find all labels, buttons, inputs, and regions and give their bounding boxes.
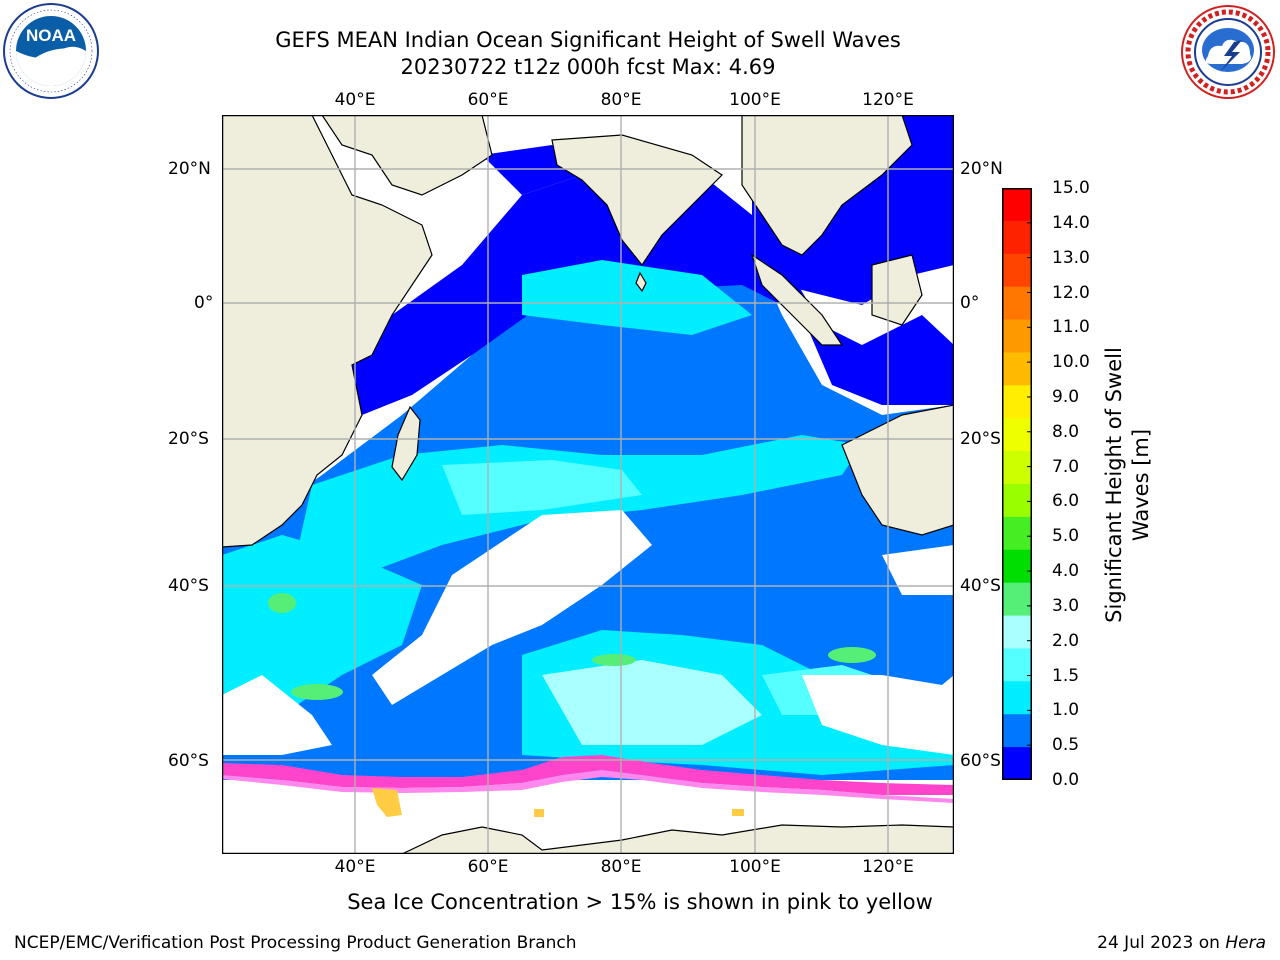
lon-tick-bottom-120e: 120°E xyxy=(862,857,914,877)
land-madagascar xyxy=(391,405,421,482)
map-gridlines xyxy=(222,115,954,854)
land-australia xyxy=(841,404,954,536)
colorbar-tick-label: 8.0 xyxy=(1052,421,1080,442)
footer-date: 24 Jul 2023 on Hera xyxy=(1097,933,1266,953)
colorbar-tick-label: 15.0 xyxy=(1052,178,1090,198)
lat-tick-left-60s: 60°S xyxy=(168,751,209,771)
colorbar-tick-label: 5.0 xyxy=(1052,526,1080,547)
colorbar-swatch xyxy=(1002,188,1032,222)
sea-ice-yellow-spot-1 xyxy=(534,809,544,817)
lon-tick-top-60e: 60°E xyxy=(467,90,509,110)
lon-tick-bottom-60e: 60°E xyxy=(467,857,509,877)
colorbar-swatch xyxy=(1002,385,1032,419)
colorbar-tick-label: 14.0 xyxy=(1052,212,1090,233)
lon-tick-bottom-100e: 100°E xyxy=(729,857,781,877)
colorbar-tick-label: 1.0 xyxy=(1052,700,1080,721)
ocean-swell-patch-central xyxy=(442,460,642,515)
lat-tick-left-40s: 40°S xyxy=(168,576,209,596)
lat-tick-right-20n: 20°N xyxy=(960,159,1003,179)
colorbar-tick-label: 2.0 xyxy=(1052,630,1080,651)
colorbar-swatch xyxy=(1002,484,1032,518)
footer-date-text: 24 Jul 2023 on xyxy=(1097,933,1226,953)
white-region-south-central xyxy=(372,510,652,705)
colorbar-swatch xyxy=(1002,319,1032,353)
lat-tick-right-20s: 20°S xyxy=(960,429,1001,449)
land-borneo xyxy=(871,254,923,326)
colorbar-swatch xyxy=(1002,681,1032,715)
land-sri-lanka xyxy=(635,271,647,293)
ocean-swell-green-patch-3 xyxy=(828,647,876,663)
footer-producer: NCEP/EMC/Verification Post Processing Pr… xyxy=(14,933,577,953)
sea-ice-edge-pink xyxy=(222,755,954,795)
lat-tick-right-0: 0° xyxy=(960,293,980,313)
colorbar-tick-label: 12.0 xyxy=(1052,282,1090,303)
colorbar-tick-label: 0.5 xyxy=(1052,735,1080,756)
nws-logo xyxy=(1181,5,1275,99)
colorbar-tick-label: 7.0 xyxy=(1052,456,1080,477)
sea-ice-yellow-tongue xyxy=(372,788,402,817)
chart-subtitle: 20230722 t12z 000h fcst Max: 4.69 xyxy=(400,55,776,79)
colorbar xyxy=(1002,188,1032,780)
ocean-swell-patch-south xyxy=(542,660,762,745)
lon-tick-bottom-40e: 40°E xyxy=(334,857,376,877)
colorbar-swatch xyxy=(1002,451,1032,485)
colorbar-tick-label: 3.0 xyxy=(1052,595,1080,616)
lon-tick-top-40e: 40°E xyxy=(334,90,376,110)
ocean-swell-subtropical-band xyxy=(292,435,862,575)
lon-tick-top-120e: 120°E xyxy=(862,90,914,110)
land-india xyxy=(551,134,723,267)
colorbar-frame xyxy=(1002,188,1032,780)
colorbar-swatch xyxy=(1002,516,1032,551)
lat-tick-left-20n: 20°N xyxy=(168,159,211,179)
colorbar-swatch xyxy=(1002,549,1032,584)
sea-ice-edge-magenta xyxy=(222,770,954,803)
ocean-swell-green-patch-4 xyxy=(268,593,296,613)
land-arabia xyxy=(321,115,493,196)
lat-tick-left-0: 0° xyxy=(194,293,214,313)
sea-ice-yellow-spot-2 xyxy=(732,809,744,816)
colorbar-title: Significant Height of Swell Waves [m] xyxy=(1102,347,1153,623)
ocean-swell-north xyxy=(342,170,954,415)
ocean-swell-central-band xyxy=(522,260,752,335)
lon-tick-top-100e: 100°E xyxy=(729,90,781,110)
colorbar-swatch xyxy=(1002,714,1032,748)
colorbar-tick-label: 4.0 xyxy=(1052,561,1080,582)
colorbar-swatch xyxy=(1002,747,1032,780)
map-frame xyxy=(222,115,954,854)
noaa-logo: NOAA xyxy=(3,3,99,99)
chart-title: GEFS MEAN Indian Ocean Significant Heigh… xyxy=(275,28,901,52)
colorbar-swatch xyxy=(1002,615,1032,649)
land-sumatra xyxy=(750,253,844,346)
colorbar-tick-label: 9.0 xyxy=(1052,386,1080,407)
lat-tick-right-40s: 40°S xyxy=(960,576,1001,596)
colorbar-tick-label: 13.0 xyxy=(1052,247,1090,268)
colorbar-tick-label: 0.0 xyxy=(1052,770,1080,790)
lon-tick-bottom-80e: 80°E xyxy=(600,857,642,877)
colorbar-swatch xyxy=(1002,253,1032,288)
colorbar-tick-label: 11.0 xyxy=(1052,317,1090,338)
lat-tick-right-60s: 60°S xyxy=(960,751,1001,771)
white-region-southeast xyxy=(802,675,954,755)
lon-tick-top-80e: 80°E xyxy=(600,90,642,110)
colorbar-swatch xyxy=(1002,648,1032,682)
colorbar-swatch xyxy=(1002,352,1032,386)
colorbar-swatch xyxy=(1002,582,1032,617)
colorbar-swatch xyxy=(1002,220,1032,255)
swell-height-map xyxy=(222,115,954,854)
white-region-southwest xyxy=(222,675,332,755)
colorbar-tick-label: 6.0 xyxy=(1052,491,1080,512)
sea-ice-footnote: Sea Ice Concentration > 15% is shown in … xyxy=(347,890,933,914)
colorbar-tick-label: 1.5 xyxy=(1052,665,1080,686)
ocean-swell-southern-band xyxy=(222,535,422,725)
noaa-logo-text: NOAA xyxy=(26,26,76,45)
colorbar-swatch xyxy=(1002,418,1032,452)
ocean-swell-green-patch-2 xyxy=(592,654,636,666)
footer-host: Hera xyxy=(1225,933,1266,953)
ocean-swell-green-patch-1 xyxy=(291,684,343,700)
white-region-east xyxy=(882,545,954,595)
colorbar-tick-label: 10.0 xyxy=(1052,352,1090,373)
lat-tick-left-20s: 20°S xyxy=(168,429,209,449)
colorbar-swatch xyxy=(1002,286,1032,321)
